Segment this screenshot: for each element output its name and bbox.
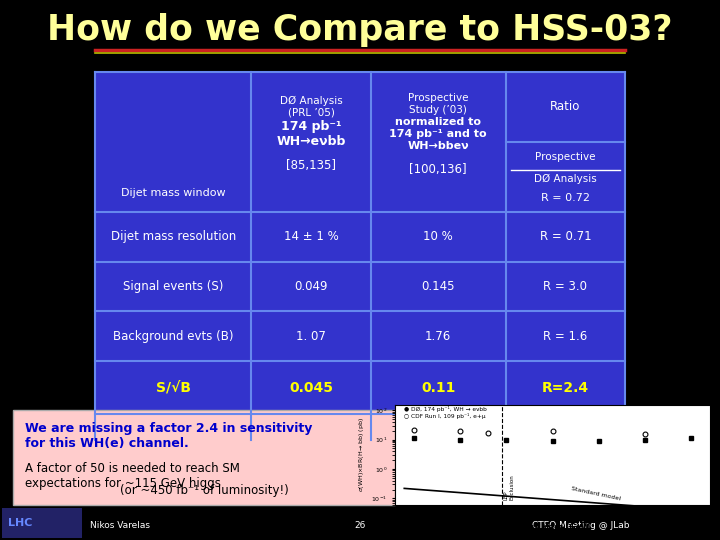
Text: 26: 26 xyxy=(354,522,366,530)
X-axis label: Higgs Mass (GeV): Higgs Mass (GeV) xyxy=(514,523,590,532)
Text: A factor of 50 is needed to reach SM
expectations for ~115 GeV higgs: A factor of 50 is needed to reach SM exp… xyxy=(25,462,240,490)
Text: ● DØ, 174 pb⁻¹, WH → eνbb
○ CDF Run I, 109 pb⁻¹, e+μ: ● DØ, 174 pb⁻¹, WH → eνbb ○ CDF Run I, 1… xyxy=(405,406,487,419)
Text: LEP
Exclusion: LEP Exclusion xyxy=(503,474,514,500)
Text: Prospective: Prospective xyxy=(535,152,595,162)
Text: 14 ± 1 %: 14 ± 1 % xyxy=(284,230,338,243)
Text: LHC: LHC xyxy=(8,518,32,528)
Text: [85,135]: [85,135] xyxy=(286,159,336,172)
Text: 1. 07: 1. 07 xyxy=(296,329,326,342)
Text: DØ Analysis: DØ Analysis xyxy=(534,174,597,184)
Text: (or ~450 fb⁻¹ of luminosity!): (or ~450 fb⁻¹ of luminosity!) xyxy=(120,484,289,497)
Text: 0.049: 0.049 xyxy=(294,280,328,293)
Text: R = 1.6: R = 1.6 xyxy=(544,329,588,342)
Text: CTEQ Meeting @ JLab: CTEQ Meeting @ JLab xyxy=(533,522,630,530)
Text: Standard model: Standard model xyxy=(571,486,621,502)
Text: We are missing a factor 2.4 in sensitivity
for this WH(e) channel.: We are missing a factor 2.4 in sensitivi… xyxy=(25,422,312,450)
Text: R = 0.71: R = 0.71 xyxy=(539,230,591,243)
Text: Nikos Varelas: Nikos Varelas xyxy=(90,522,150,530)
Text: R=2.4: R=2.4 xyxy=(542,381,589,395)
Bar xyxy=(95,72,625,440)
Text: Ratio: Ratio xyxy=(550,100,580,113)
Text: Dijet mass window: Dijet mass window xyxy=(121,188,225,198)
Text: 0.045: 0.045 xyxy=(289,381,333,395)
Text: S/√B: S/√B xyxy=(156,381,191,395)
Text: [100,136]: [100,136] xyxy=(410,164,467,177)
Text: 10 %: 10 % xyxy=(423,230,453,243)
Text: DØ Analysis
(PRL ’05): DØ Analysis (PRL ’05) xyxy=(279,96,342,118)
Text: R = 0.72: R = 0.72 xyxy=(541,193,590,203)
Text: Prospective
Study (’03): Prospective Study (’03) xyxy=(408,93,469,114)
Text: normalized to
174 pb⁻¹ and to
WH→bbeν: normalized to 174 pb⁻¹ and to WH→bbeν xyxy=(390,117,487,151)
Text: 0.145: 0.145 xyxy=(421,280,455,293)
Text: Dijet mass resolution: Dijet mass resolution xyxy=(111,230,236,243)
Text: 1.76: 1.76 xyxy=(425,329,451,342)
Y-axis label: $\sigma$(WH)$\times$BR(H$\to$bb) (pb): $\sigma$(WH)$\times$BR(H$\to$bb) (pb) xyxy=(356,417,366,492)
Text: 174 pb⁻¹
WH→eνbb: 174 pb⁻¹ WH→eνbb xyxy=(276,120,346,148)
Text: R = 3.0: R = 3.0 xyxy=(544,280,588,293)
Text: 0.11: 0.11 xyxy=(421,381,455,395)
Text: Background evts (B): Background evts (B) xyxy=(113,329,233,342)
Text: How do we Compare to HSS-03?: How do we Compare to HSS-03? xyxy=(48,13,672,47)
Bar xyxy=(2,508,82,538)
Bar xyxy=(13,410,395,505)
Text: Signal events (S): Signal events (S) xyxy=(123,280,223,293)
